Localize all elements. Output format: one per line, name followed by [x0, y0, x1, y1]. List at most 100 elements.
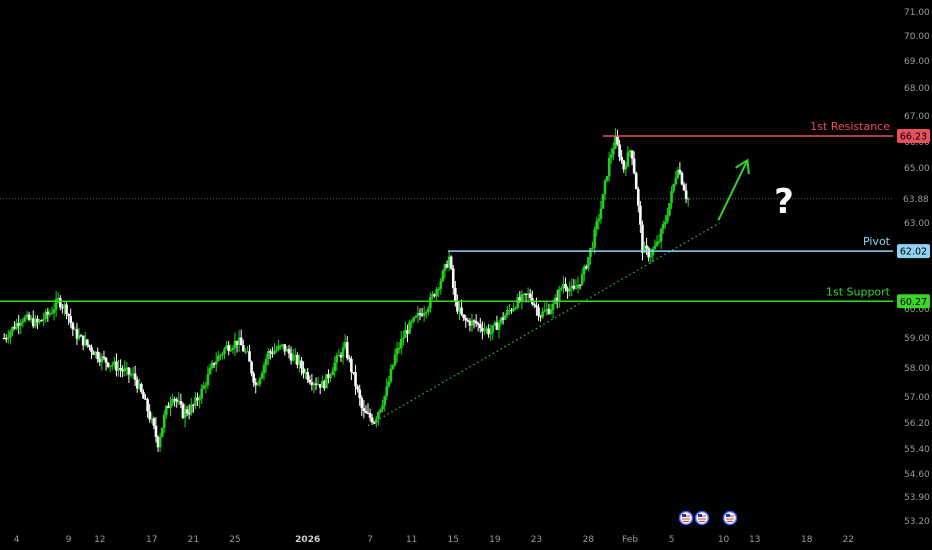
- candle-body: [472, 320, 476, 322]
- candle-body: [83, 339, 87, 346]
- time-tick-label: 28: [583, 535, 595, 545]
- candle-body: [427, 308, 430, 312]
- candle-body: [287, 348, 291, 354]
- candle-body: [117, 368, 120, 371]
- candle-body: [17, 323, 21, 326]
- candle-body: [630, 150, 634, 159]
- candle-body: [275, 349, 278, 351]
- candle-body: [52, 309, 56, 313]
- candle-body: [316, 384, 320, 386]
- time-tick-label: 2026: [295, 535, 320, 545]
- candle-body: [181, 404, 185, 418]
- candle-body: [526, 293, 530, 295]
- level-price-label: 60.27: [900, 297, 927, 308]
- candle-body: [283, 344, 287, 352]
- candle-body: [414, 315, 418, 318]
- candle-body: [160, 427, 164, 437]
- candle-body: [593, 229, 596, 248]
- candle-body: [612, 148, 615, 155]
- candle-body: [435, 289, 438, 297]
- price-levels[interactable]: 1st Resistance 66.23 Pivot 62.02 1st Support…: [0, 120, 930, 309]
- candle-body: [402, 337, 405, 340]
- candle-body: [73, 329, 77, 331]
- candle-body: [537, 307, 540, 317]
- candle-body: [262, 364, 266, 374]
- candle-body: [343, 342, 347, 348]
- time-tick-label: 4: [14, 535, 20, 545]
- candle-body: [456, 300, 459, 312]
- candle-body: [535, 305, 538, 308]
- candle-body: [347, 357, 351, 360]
- candle-body: [501, 317, 505, 320]
- candle-body: [545, 309, 549, 311]
- candle-body: [169, 403, 172, 409]
- us-flag-icon[interactable]: [678, 510, 694, 526]
- candle-body: [639, 205, 642, 225]
- candle-body: [154, 425, 158, 437]
- candle-body: [233, 340, 237, 349]
- candle-body: [119, 368, 122, 370]
- candle-body: [352, 371, 355, 374]
- candle-body: [175, 399, 179, 402]
- price-tick-label: 54.60: [904, 470, 930, 480]
- candle-body: [312, 383, 316, 386]
- event-markers[interactable]: [678, 510, 738, 526]
- candle-body: [298, 360, 301, 365]
- candle-body: [235, 340, 239, 346]
- candle-body: [356, 386, 359, 390]
- candle-body: [404, 330, 407, 338]
- candle-body: [684, 190, 688, 199]
- trendline-dotted[interactable]: [367, 222, 720, 427]
- candle-body: [576, 284, 580, 288]
- candle-body: [609, 154, 613, 158]
- candle-body: [54, 298, 58, 310]
- us-flag-icon[interactable]: [694, 510, 710, 526]
- candle-body: [350, 358, 353, 372]
- candle-body: [256, 384, 260, 386]
- candle-body: [524, 293, 528, 296]
- candle-body: [248, 351, 251, 362]
- candle-body: [416, 312, 420, 316]
- candle-body: [204, 385, 208, 387]
- candle-body: [462, 314, 465, 319]
- candle-body: [601, 194, 605, 209]
- candle-body: [680, 172, 684, 185]
- candle-body: [555, 297, 559, 301]
- price-tick-label: 63.00: [904, 219, 930, 229]
- time-axis[interactable]: 4 9 12 17 21 25 2026 7 11 15 19 23 28 Feb 5 10 13 18 22: [14, 535, 854, 545]
- us-flag-icon[interactable]: [722, 510, 738, 526]
- candle-body: [547, 309, 551, 314]
- candle-body: [387, 381, 391, 387]
- candle-body: [661, 224, 665, 230]
- candle-body: [422, 312, 426, 316]
- price-tick-label: 69.00: [904, 57, 930, 67]
- candle-body: [98, 359, 102, 363]
- level-price-tag: [897, 244, 930, 259]
- candlestick-series: [2, 128, 690, 453]
- candle-body: [250, 361, 253, 374]
- candle-body: [506, 310, 509, 316]
- level-price-tag: [897, 294, 930, 309]
- price-axis[interactable]: 71.0070.0069.0068.0067.0066.0065.0063.00…: [904, 8, 930, 527]
- candle-body: [58, 297, 62, 308]
- candle-body: [71, 322, 75, 330]
- rising-trendline[interactable]: [367, 222, 720, 427]
- candle-body: [377, 412, 380, 419]
- candle-body: [38, 320, 41, 323]
- candle-body: [670, 191, 673, 204]
- candle-body: [676, 169, 680, 179]
- candle-body: [443, 264, 447, 271]
- candle-body: [341, 347, 345, 358]
- candle-body: [418, 312, 422, 315]
- candle-body: [659, 229, 663, 241]
- candle-body: [214, 361, 218, 365]
- candle-body: [431, 294, 434, 298]
- candle-body: [333, 362, 337, 372]
- flag-canton: [698, 514, 702, 517]
- level-name-label: 1st Resistance: [810, 120, 890, 133]
- candle-body: [310, 382, 314, 386]
- bullish-arrow[interactable]: [717, 158, 750, 221]
- candle-body: [69, 316, 72, 323]
- candle-body: [266, 351, 270, 359]
